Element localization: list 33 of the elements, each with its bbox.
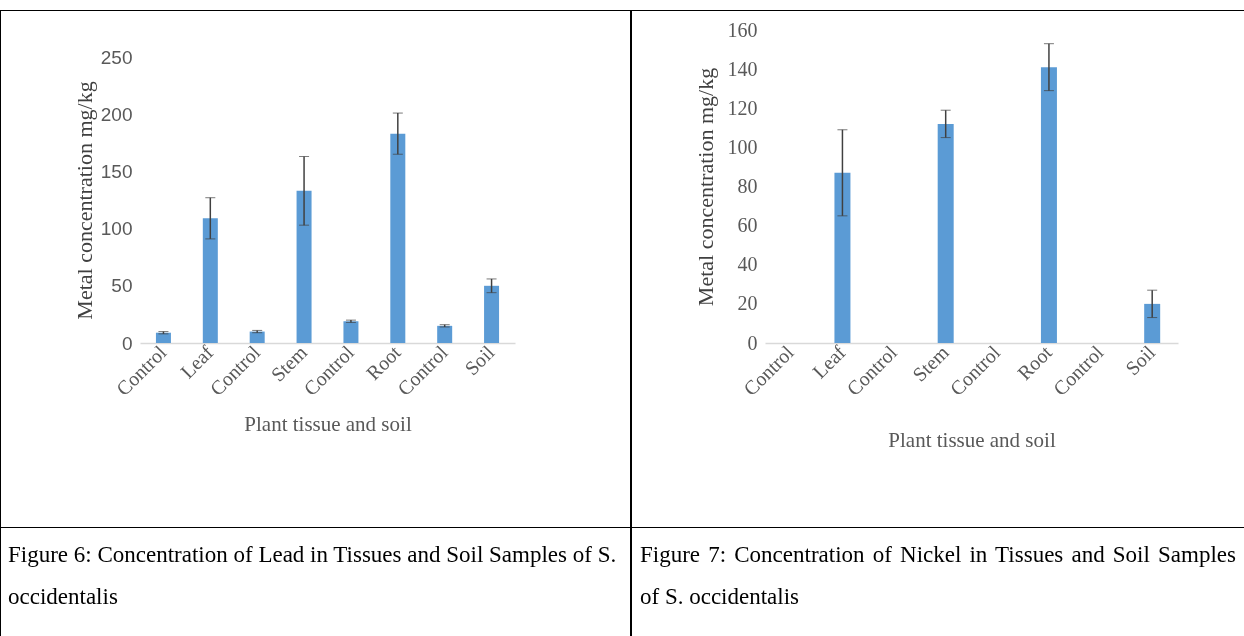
x-tick-label: Root (1012, 340, 1057, 385)
y-axis-title: Metal concentration mg/kg (692, 67, 718, 307)
bar (834, 172, 851, 343)
bar (484, 285, 500, 343)
x-axis-title: Plant tissue and soil (888, 427, 1056, 452)
y-tick-label: 100 (727, 135, 758, 158)
bar (343, 321, 359, 343)
caption: Figure 7: Concentration of Nickel in Tissues and Soil Samples of S. occidentalis (639, 541, 1237, 611)
y-tick-label: 150 (100, 160, 133, 182)
y-tick-label: 20 (737, 292, 758, 315)
bar (437, 325, 453, 343)
y-tick-label: 40 (737, 253, 758, 276)
y-tick-label: 160 (727, 18, 758, 41)
bar (202, 218, 218, 343)
y-tick-label: 80 (737, 175, 758, 197)
y-axis-title: Metal concentration mg/kg (71, 81, 97, 320)
x-tick-label: Soil (1120, 340, 1160, 380)
caption: Figure 6: Concentration of Lead in Tissues and Soil Samples of S. occidentalis (7, 541, 618, 611)
y-tick-label: 50 (111, 275, 133, 297)
x-axis-title: Plant tissue and soil (244, 411, 412, 436)
bar (1040, 67, 1057, 343)
y-tick-label: 120 (727, 96, 758, 119)
bar (937, 123, 954, 343)
y-tick-label: 140 (727, 57, 758, 80)
bar (1144, 303, 1161, 343)
bar (296, 190, 312, 343)
x-tick-label: Soil (460, 340, 499, 380)
y-tick-label: 250 (100, 46, 133, 68)
bar (390, 133, 406, 343)
y-tick-label: 100 (100, 218, 133, 240)
bar (155, 332, 171, 343)
y-tick-label: 200 (100, 103, 133, 125)
y-tick-label: 60 (737, 214, 758, 237)
